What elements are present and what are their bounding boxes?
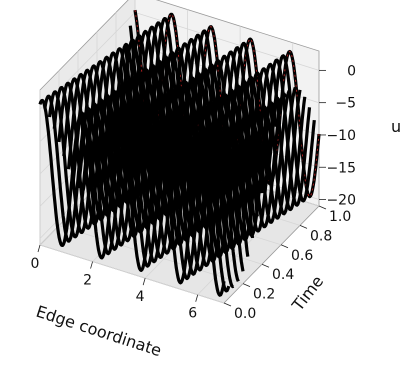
z-tick-label: −10 [326,128,356,144]
y-tick [280,244,289,249]
x-tick [142,278,146,286]
y-tick-label: 1.0 [329,209,351,225]
curve-t-0.15 [52,85,240,282]
x-tick [195,294,199,302]
y-tick-label: 0.8 [310,228,332,244]
z-tick-label: −5 [335,96,356,112]
data-curves [38,9,321,297]
x-tick-label: 0 [31,256,40,272]
curve-highlight [134,10,320,198]
curve-t-0.7 [104,38,292,224]
curve-t-0.05 [43,94,231,293]
y-tick-label: 0.2 [253,287,275,303]
x-tick [37,244,41,253]
z-tick-label: −15 [326,160,356,176]
curve-t-0.1 [47,90,235,289]
y-tick [318,205,327,210]
x-tick-label: 2 [83,273,92,289]
x-tick [90,261,93,269]
z-tick-label: 0 [347,63,356,79]
y-tick-label: 0.6 [291,248,313,264]
x-tick-label: 4 [136,289,145,305]
y-tick-label: 0.0 [234,306,256,322]
x-tick-label: 6 [188,306,197,322]
y-tick [242,283,251,287]
axis-ticks: 0 2 4 6 0.0 0.2 0.4 0.6 0.8 1.0 0 −5 −10 −15 −20 [31,63,356,322]
x-axis-label: Edge coordinate [34,302,164,360]
y-tick [299,225,308,229]
y-tick [261,263,270,268]
z-tick-label: −20 [326,193,356,209]
z-axis-label: u [391,117,401,136]
curve-t-0.3 [66,72,255,259]
y-tick-label: 0.4 [272,267,294,283]
curve-t-0 [38,98,226,297]
y-tick [223,302,232,307]
